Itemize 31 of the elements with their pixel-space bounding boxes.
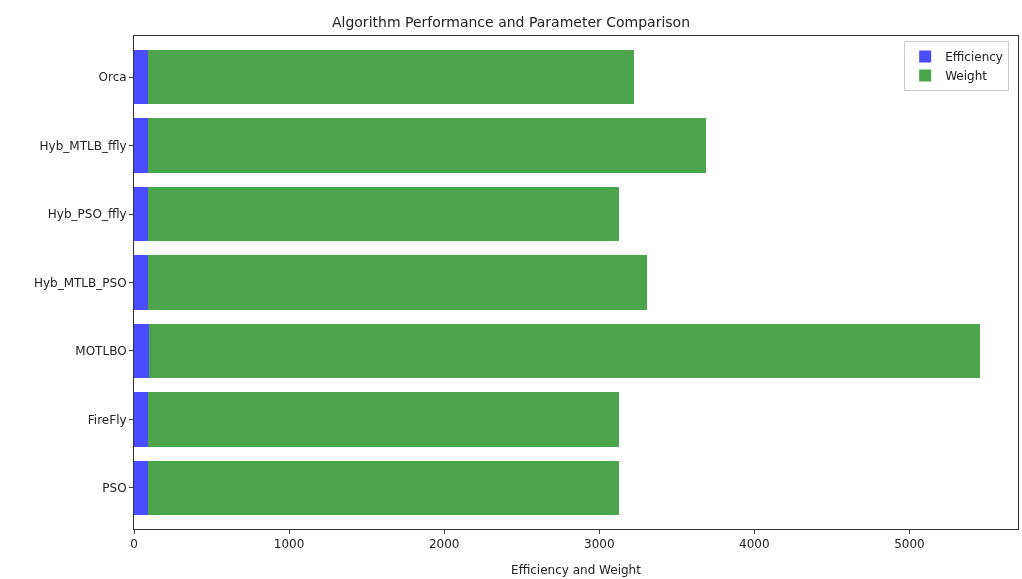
x-tick-label: 3000: [583, 537, 615, 552]
bar: [148, 186, 619, 242]
y-tick-label: FireFly: [87, 412, 127, 427]
bar: [148, 255, 647, 310]
y-tick-label: Hyb_PSO_ffly: [47, 207, 127, 222]
bar: [134, 49, 149, 105]
x-tick-label: 0: [130, 537, 138, 552]
y-tick-label: Hyb_MTLB_PSO: [33, 275, 127, 290]
bar: [134, 255, 149, 310]
bar: [148, 460, 619, 516]
bar: [148, 118, 706, 173]
chart-title: Algorithm Performance and Parameter Comparison: [331, 14, 691, 31]
legend-label: Weight: [945, 69, 988, 84]
x-axis-title: Efficiency and Weight: [511, 563, 642, 578]
x-tick-label: 2000: [428, 537, 460, 552]
bar: [149, 323, 981, 379]
y-tick-label: Hyb_MTLB_ffly: [39, 138, 127, 153]
bar: [134, 392, 149, 447]
bar: [134, 460, 149, 516]
y-tick-label: MOTLBO: [75, 344, 127, 359]
x-tick-label: 1000: [273, 537, 305, 552]
bar: [134, 323, 150, 379]
legend-label: Efficiency: [945, 50, 1003, 65]
bar: [148, 392, 619, 447]
x-tick-label: 4000: [739, 537, 770, 552]
y-tick-label: PSO: [102, 481, 127, 496]
bar: [134, 118, 149, 173]
y-tick-label: Orca: [98, 70, 127, 85]
bar: [148, 49, 634, 105]
bar: [134, 186, 149, 242]
x-tick-label: 5000: [894, 537, 925, 552]
